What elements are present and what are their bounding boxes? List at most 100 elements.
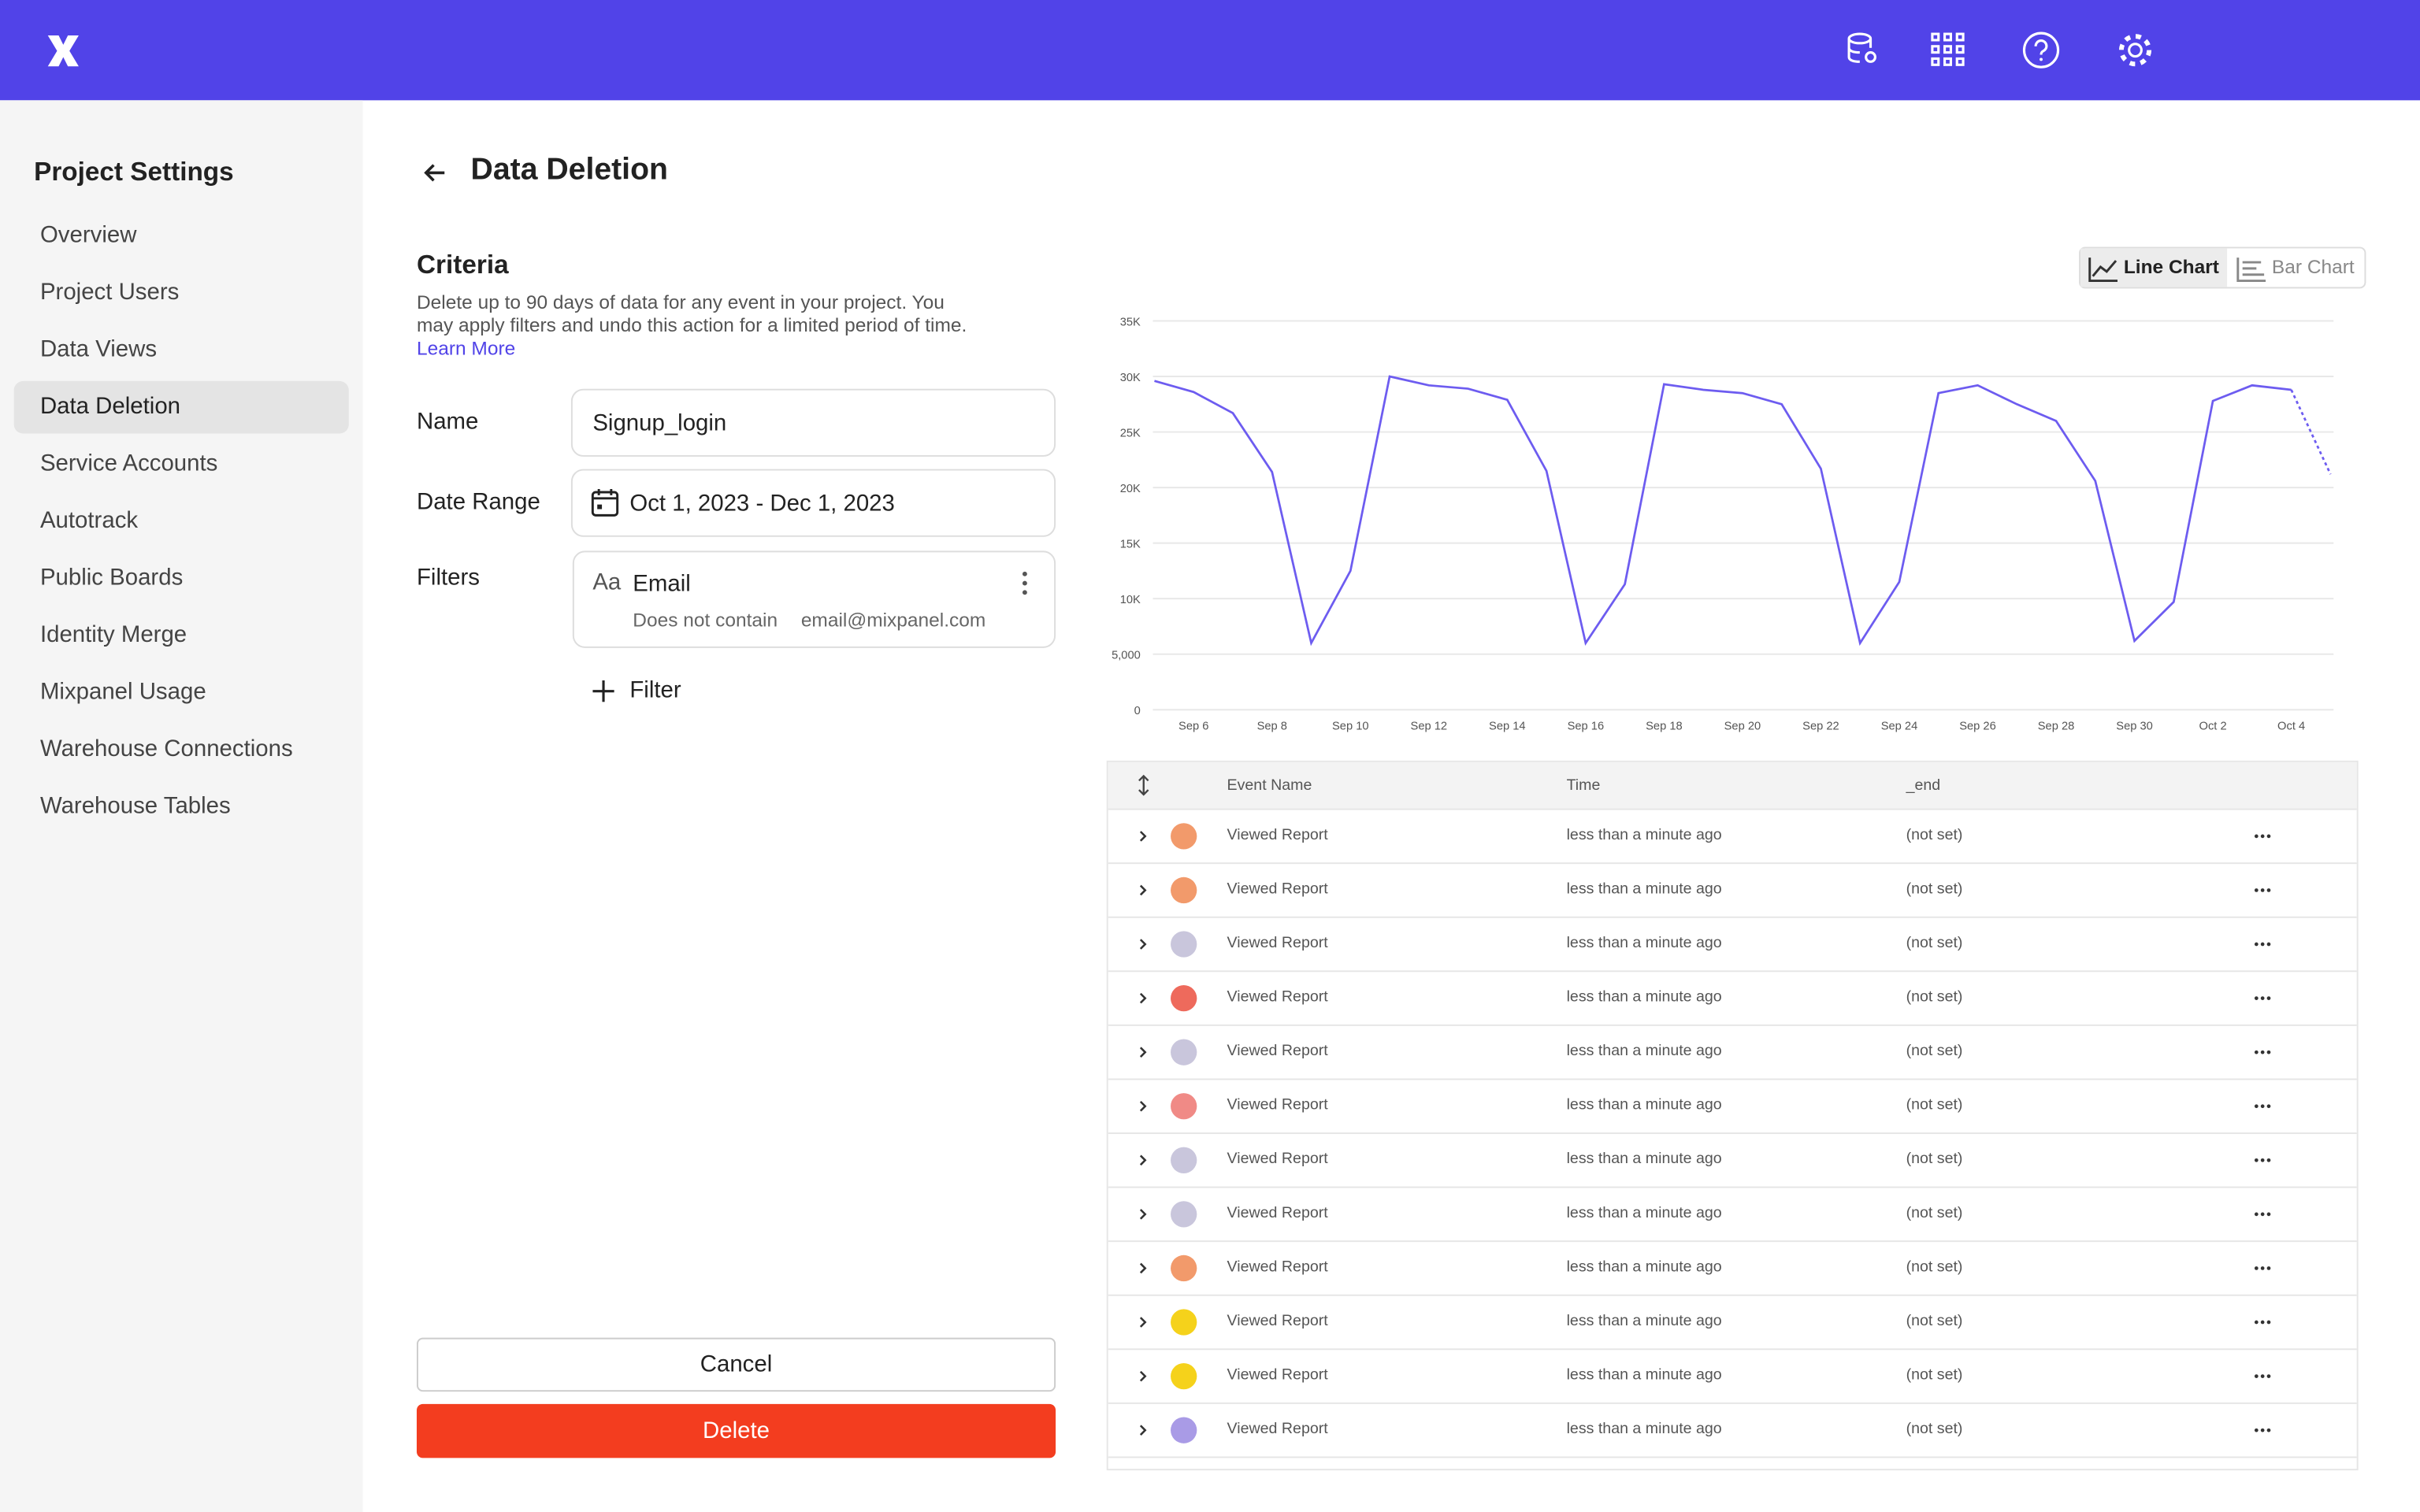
table-row[interactable]: Viewed Report less than a minute ago (not … <box>1108 1132 2357 1188</box>
expand-chevron <box>1139 1100 1147 1112</box>
add-filter[interactable]: Filter <box>629 677 681 704</box>
sort-icon <box>1138 774 1149 796</box>
table-row[interactable]: Viewed Report less than a minute ago (not … <box>1108 862 2357 918</box>
avatar <box>1171 1201 1197 1228</box>
dot <box>2266 1050 2271 1054</box>
sidebar: Project Settings Overview Project Users Da… <box>0 100 363 1512</box>
table-row[interactable]: Viewed Report less than a minute ago (not … <box>1108 1295 2357 1351</box>
cell: Viewed Report <box>1227 1313 1328 1330</box>
row-icons <box>1139 1417 1197 1443</box>
table-row[interactable]: Viewed Report less than a minute ago (not … <box>1108 1348 2357 1404</box>
sidebar-item[interactable]: Project Users <box>39 279 180 306</box>
dot <box>2260 1212 2265 1217</box>
cell: (not set) <box>1906 935 1963 952</box>
dot <box>2254 996 2259 1000</box>
row-menu[interactable] <box>2253 886 2274 895</box>
row-menu[interactable] <box>2253 1372 2274 1381</box>
x-tick-label: Sep 16 <box>1568 721 1605 733</box>
table-row[interactable]: Viewed Report less than a minute ago (not … <box>1108 917 2357 973</box>
table-row[interactable]: Viewed Report less than a minute ago (not … <box>1108 1187 2357 1243</box>
cell: less than a minute ago <box>1566 988 1722 1006</box>
table-row[interactable]: Viewed Report less than a minute ago (not … <box>1108 809 2357 865</box>
cell: Viewed Report <box>1227 1151 1328 1169</box>
row-icons <box>1139 1093 1197 1120</box>
x-tick-label: Sep 8 <box>1257 721 1287 733</box>
avatar <box>1171 1039 1197 1065</box>
help-icon[interactable] <box>2022 31 2061 69</box>
column-header: Event Name <box>1227 777 1312 795</box>
expand-chevron <box>1139 939 1147 950</box>
x-tick-label: Sep 26 <box>1959 721 1996 733</box>
avatar <box>1171 1309 1197 1336</box>
row-icons <box>1139 1309 1197 1336</box>
learn-more-link[interactable]: Learn More <box>416 338 516 360</box>
sidebar-item[interactable]: Service Accounts <box>39 450 218 477</box>
dot <box>2260 1104 2265 1109</box>
sidebar-item[interactable]: Warehouse Connections <box>39 736 293 762</box>
cell: (not set) <box>1906 1313 1963 1330</box>
table-row[interactable]: Viewed Report less than a minute ago (not … <box>1108 970 2357 1026</box>
toggle-option[interactable]: Line Chart <box>2080 248 2228 287</box>
filter-card[interactable]: Aa Email Does not contain email@mixpanel… <box>572 550 1056 648</box>
date-input[interactable]: Oct 1, 2023 - Dec 1, 2023 <box>570 469 1056 537</box>
row-menu[interactable] <box>2253 1047 2274 1057</box>
sidebar-item[interactable]: Overview <box>39 222 137 249</box>
name-input[interactable]: Signup_login <box>570 388 1056 457</box>
row-menu[interactable] <box>2253 1317 2274 1327</box>
avatar <box>1171 1362 1197 1390</box>
row-menu[interactable] <box>2253 994 2274 1003</box>
logo[interactable] <box>43 31 84 71</box>
row-menu[interactable] <box>2253 1425 2274 1435</box>
expand-chevron <box>1139 1047 1147 1058</box>
table-row[interactable]: Viewed Report less than a minute ago (not … <box>1108 1403 2357 1458</box>
delete-button[interactable]: Delete <box>416 1403 1056 1458</box>
row-menu[interactable] <box>2253 1264 2274 1273</box>
avatar <box>1171 1147 1197 1173</box>
cancel-button[interactable]: Cancel <box>416 1337 1056 1392</box>
filter-menu[interactable] <box>1019 569 1031 597</box>
dot <box>2254 1104 2259 1109</box>
x-tick-label: Oct 2 <box>2199 721 2227 733</box>
row-menu[interactable] <box>2253 1155 2274 1165</box>
row-icons <box>1139 876 1197 904</box>
row-menu[interactable] <box>2253 1210 2274 1219</box>
sidebar-item[interactable]: Public Boards <box>39 565 184 591</box>
settings-icon[interactable] <box>2116 31 2155 69</box>
cell: (not set) <box>1906 1258 1963 1277</box>
cell: Viewed Report <box>1227 880 1328 899</box>
y-tick-label: 30K <box>1120 372 1141 384</box>
sidebar-item[interactable]: Data Deletion <box>13 380 349 434</box>
row-menu[interactable] <box>2253 939 2274 949</box>
sidebar-item[interactable]: Data Views <box>39 336 158 363</box>
events-table: Event Name Time _end Viewed Report less than… <box>1106 760 2359 1471</box>
sidebar-item[interactable]: Autotrack <box>39 507 139 534</box>
calendar-icon <box>591 489 619 517</box>
dot <box>2260 996 2265 1000</box>
dot <box>2254 1158 2259 1162</box>
table-row[interactable]: Viewed Report less than a minute ago (not … <box>1108 1078 2357 1135</box>
dot <box>2266 888 2271 892</box>
icon-path <box>1138 774 1149 796</box>
row-icons <box>1139 1201 1197 1228</box>
back-button[interactable] <box>420 158 451 188</box>
toggle-option[interactable]: Bar Chart <box>2229 248 2364 287</box>
dot <box>2266 1428 2271 1432</box>
sidebar-item[interactable]: Mixpanel Usage <box>39 679 206 706</box>
table-row[interactable]: Viewed Report less than a minute ago (not … <box>1108 1240 2357 1296</box>
table-row[interactable]: Viewed Report less than a minute ago (not … <box>1108 1025 2357 1080</box>
row-menu[interactable] <box>2253 832 2274 841</box>
x-tick-label: Sep 30 <box>2116 721 2153 733</box>
filter-property: Email <box>633 570 691 598</box>
y-tick-label: 35K <box>1120 316 1141 328</box>
toggle-icon <box>2236 258 2266 283</box>
row-menu[interactable] <box>2253 1102 2274 1111</box>
sidebar-item[interactable]: Warehouse Tables <box>39 793 231 820</box>
criteria-title: Criteria <box>416 250 509 280</box>
dot <box>2260 888 2265 892</box>
data-icon[interactable] <box>1844 31 1881 68</box>
x-tick-label: Sep 22 <box>1802 721 1839 733</box>
sidebar-item[interactable]: Identity Merge <box>39 621 187 648</box>
x-tick-label: Sep 28 <box>2038 721 2075 733</box>
apps-icon[interactable] <box>1929 31 1966 68</box>
expand-chevron <box>1139 884 1147 896</box>
